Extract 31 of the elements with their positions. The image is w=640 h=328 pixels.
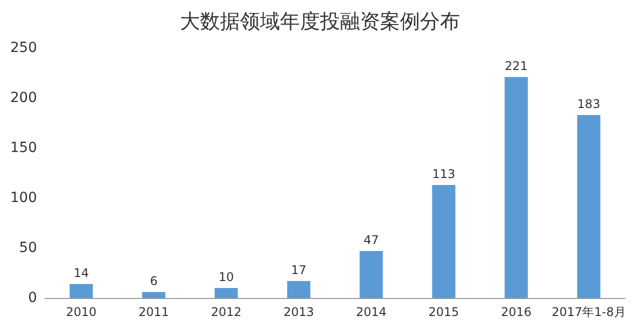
data-label: 47 (364, 233, 379, 247)
bar (504, 77, 528, 298)
data-label: 17 (291, 263, 306, 277)
data-label: 10 (218, 270, 234, 284)
x-tick-label: 2015 (428, 305, 460, 319)
bar (287, 281, 310, 298)
chart-title: 大数据领域年度投融资案例分布 (180, 9, 460, 33)
x-tick-label: 2011 (138, 305, 170, 319)
y-tick-label: 200 (10, 90, 37, 106)
x-tick-label: 2017年1-8月 (552, 305, 626, 319)
data-label: 6 (150, 274, 158, 288)
y-tick-label: 250 (10, 40, 37, 56)
bar (70, 284, 93, 298)
x-tick-label: 2014 (356, 305, 387, 319)
bar (360, 251, 383, 298)
bar (432, 185, 456, 298)
data-label: 14 (74, 266, 89, 280)
bar (214, 288, 238, 298)
y-tick-label: 0 (28, 290, 37, 306)
x-tick-label: 2012 (210, 305, 242, 319)
x-tick-label: 2016 (500, 305, 532, 319)
y-tick-label: 50 (19, 240, 37, 256)
bar (142, 292, 166, 298)
data-label: 183 (577, 97, 600, 111)
x-tick-label: 2013 (283, 305, 314, 319)
data-label: 221 (504, 59, 528, 73)
bar (577, 115, 600, 298)
y-tick-label: 150 (10, 140, 37, 156)
y-tick-label: 100 (10, 190, 37, 206)
data-label: 113 (432, 167, 456, 181)
x-tick-label: 2010 (66, 305, 97, 319)
